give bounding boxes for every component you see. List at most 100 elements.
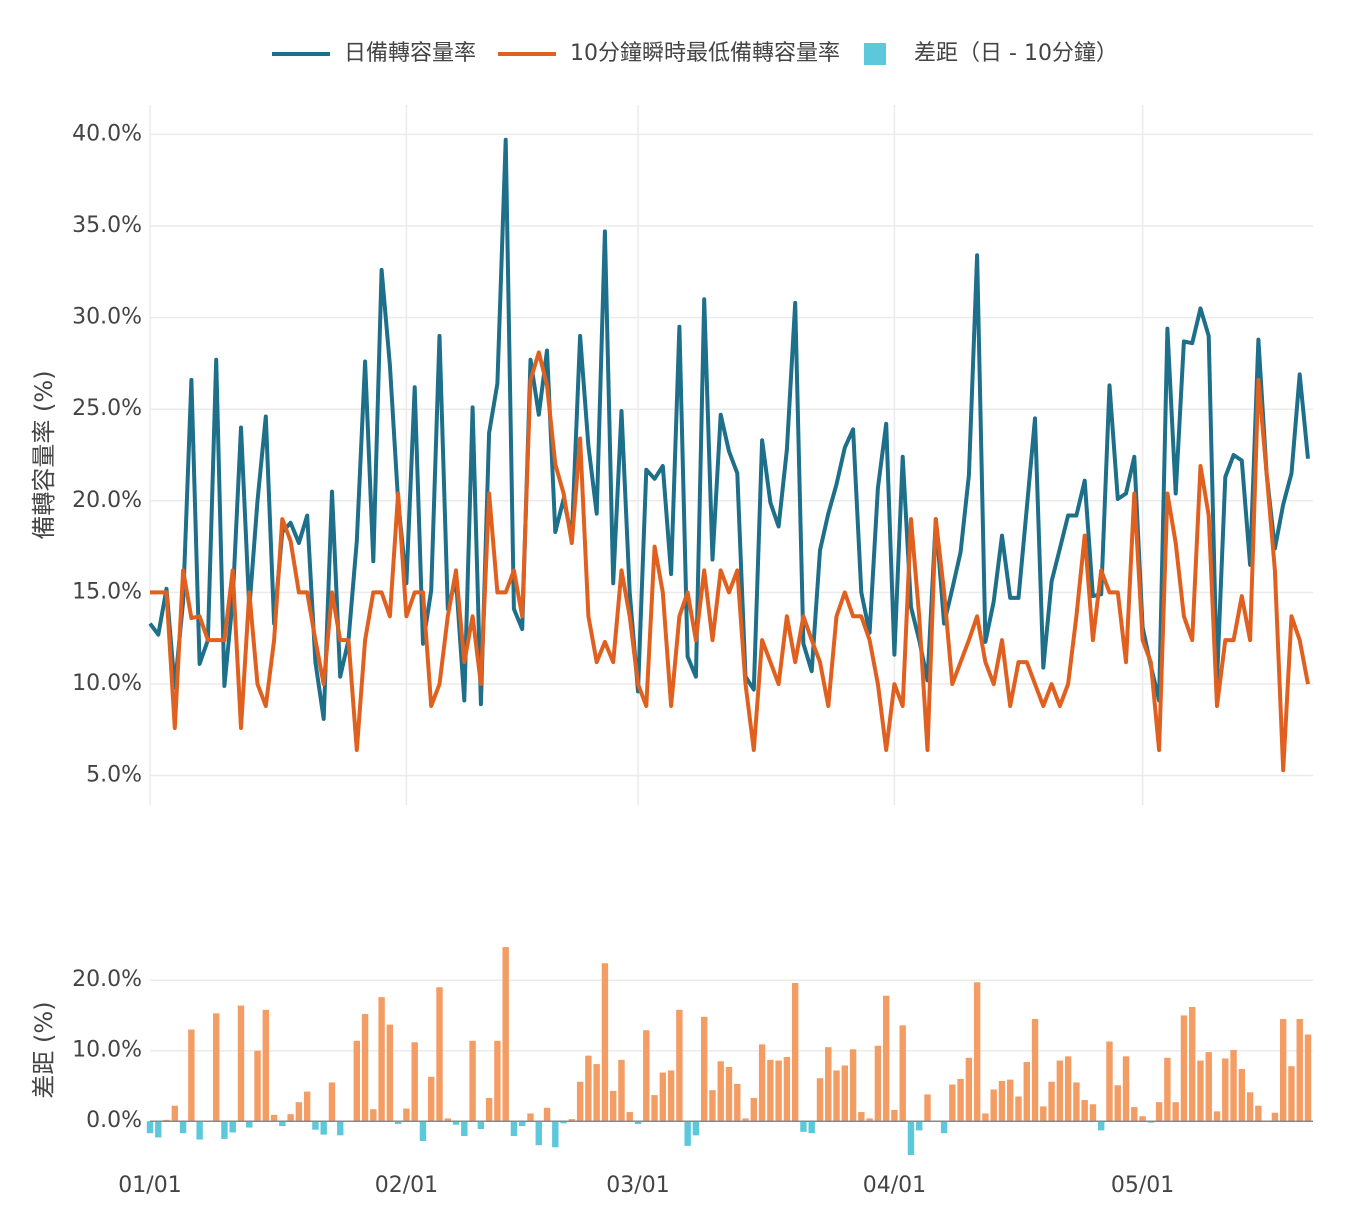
bar — [643, 1030, 650, 1122]
bar — [1081, 1100, 1088, 1122]
bar — [1189, 1006, 1196, 1122]
bar — [287, 1114, 294, 1122]
bar — [436, 987, 443, 1122]
bar — [965, 1057, 973, 1122]
bar — [1296, 1018, 1303, 1122]
legend-swatch — [864, 43, 887, 65]
bar — [1098, 1121, 1105, 1131]
bar — [667, 1070, 675, 1122]
bar — [337, 1121, 344, 1136]
bar — [428, 1076, 435, 1122]
bar — [899, 1025, 906, 1122]
bar — [461, 1121, 468, 1137]
bar — [775, 1060, 782, 1122]
bar — [1155, 1102, 1163, 1122]
y-axis-title: 差距 (%) — [30, 1001, 58, 1098]
bar — [1040, 1106, 1047, 1122]
bar — [833, 1070, 840, 1122]
bar — [816, 1078, 824, 1122]
bar — [949, 1084, 956, 1122]
bar — [924, 1094, 931, 1122]
bar — [1304, 1034, 1312, 1122]
bar — [841, 1065, 848, 1122]
bar — [634, 1121, 642, 1125]
bar — [1064, 1056, 1072, 1122]
bar — [1073, 1082, 1080, 1122]
bar — [535, 1121, 542, 1146]
x-tick-label: 03/01 — [606, 1173, 669, 1198]
bar — [229, 1121, 236, 1133]
bar — [527, 1113, 534, 1122]
bar — [403, 1108, 410, 1122]
bar — [1255, 1105, 1262, 1122]
bar — [560, 1121, 567, 1124]
y-tick-label: 0.0% — [86, 1108, 142, 1133]
bar — [990, 1089, 997, 1122]
bar — [676, 1009, 683, 1122]
bar — [485, 1097, 493, 1122]
bar — [312, 1121, 319, 1130]
bar — [800, 1121, 807, 1132]
bar — [519, 1121, 526, 1127]
bar — [196, 1121, 203, 1140]
bar — [585, 1055, 592, 1122]
legend-label: 日備轉容量率 — [344, 41, 476, 66]
bar — [882, 995, 890, 1122]
bar — [419, 1121, 427, 1141]
bar — [858, 1112, 865, 1122]
bar — [543, 1107, 551, 1122]
bar — [1164, 1057, 1171, 1122]
bar — [783, 1057, 791, 1122]
bar — [1122, 1056, 1130, 1122]
y-axis-title: 備轉容量率 (%) — [30, 370, 58, 539]
bar — [361, 1014, 369, 1122]
bar — [386, 1024, 394, 1122]
bar — [1023, 1061, 1030, 1122]
bar — [982, 1113, 989, 1122]
bar — [825, 1047, 832, 1122]
bar — [1106, 1041, 1113, 1122]
bar — [601, 963, 609, 1122]
bar — [907, 1121, 915, 1156]
bar — [742, 1118, 749, 1122]
bar — [254, 1050, 261, 1122]
bar — [1197, 1060, 1204, 1122]
bar — [1048, 1081, 1055, 1122]
bar — [758, 1044, 766, 1122]
bar — [916, 1121, 923, 1131]
y-tick-label: 5.0% — [86, 763, 142, 788]
x-tick-label: 05/01 — [1111, 1173, 1174, 1198]
bar — [957, 1078, 964, 1122]
bar — [1172, 1102, 1179, 1122]
bar — [370, 1109, 377, 1122]
bar — [709, 1090, 716, 1122]
bar — [659, 1072, 667, 1122]
bar — [717, 1061, 724, 1122]
bar — [188, 1029, 195, 1122]
legend-label: 差距（日 - 10分鐘） — [914, 41, 1118, 66]
bar — [221, 1121, 228, 1139]
y-tick-label: 40.0% — [72, 121, 142, 146]
bar — [891, 1109, 898, 1122]
y-tick-label: 20.0% — [72, 967, 142, 992]
series-line — [150, 350, 1310, 773]
bar — [320, 1121, 327, 1135]
bar — [1015, 1096, 1022, 1122]
bar — [378, 997, 385, 1122]
y-tick-label: 10.0% — [72, 1038, 142, 1063]
bar — [1180, 1015, 1188, 1122]
bar — [494, 1040, 501, 1122]
bar — [328, 1082, 336, 1122]
bar — [651, 1095, 658, 1122]
bar — [1056, 1060, 1064, 1122]
bar — [1213, 1111, 1221, 1122]
bar — [1279, 1018, 1287, 1122]
bar — [270, 1114, 278, 1122]
bar — [808, 1121, 815, 1134]
bar — [444, 1118, 451, 1122]
y-tick-label: 35.0% — [72, 213, 142, 238]
bar — [684, 1121, 691, 1146]
bar — [568, 1119, 576, 1122]
bar — [237, 1005, 245, 1122]
